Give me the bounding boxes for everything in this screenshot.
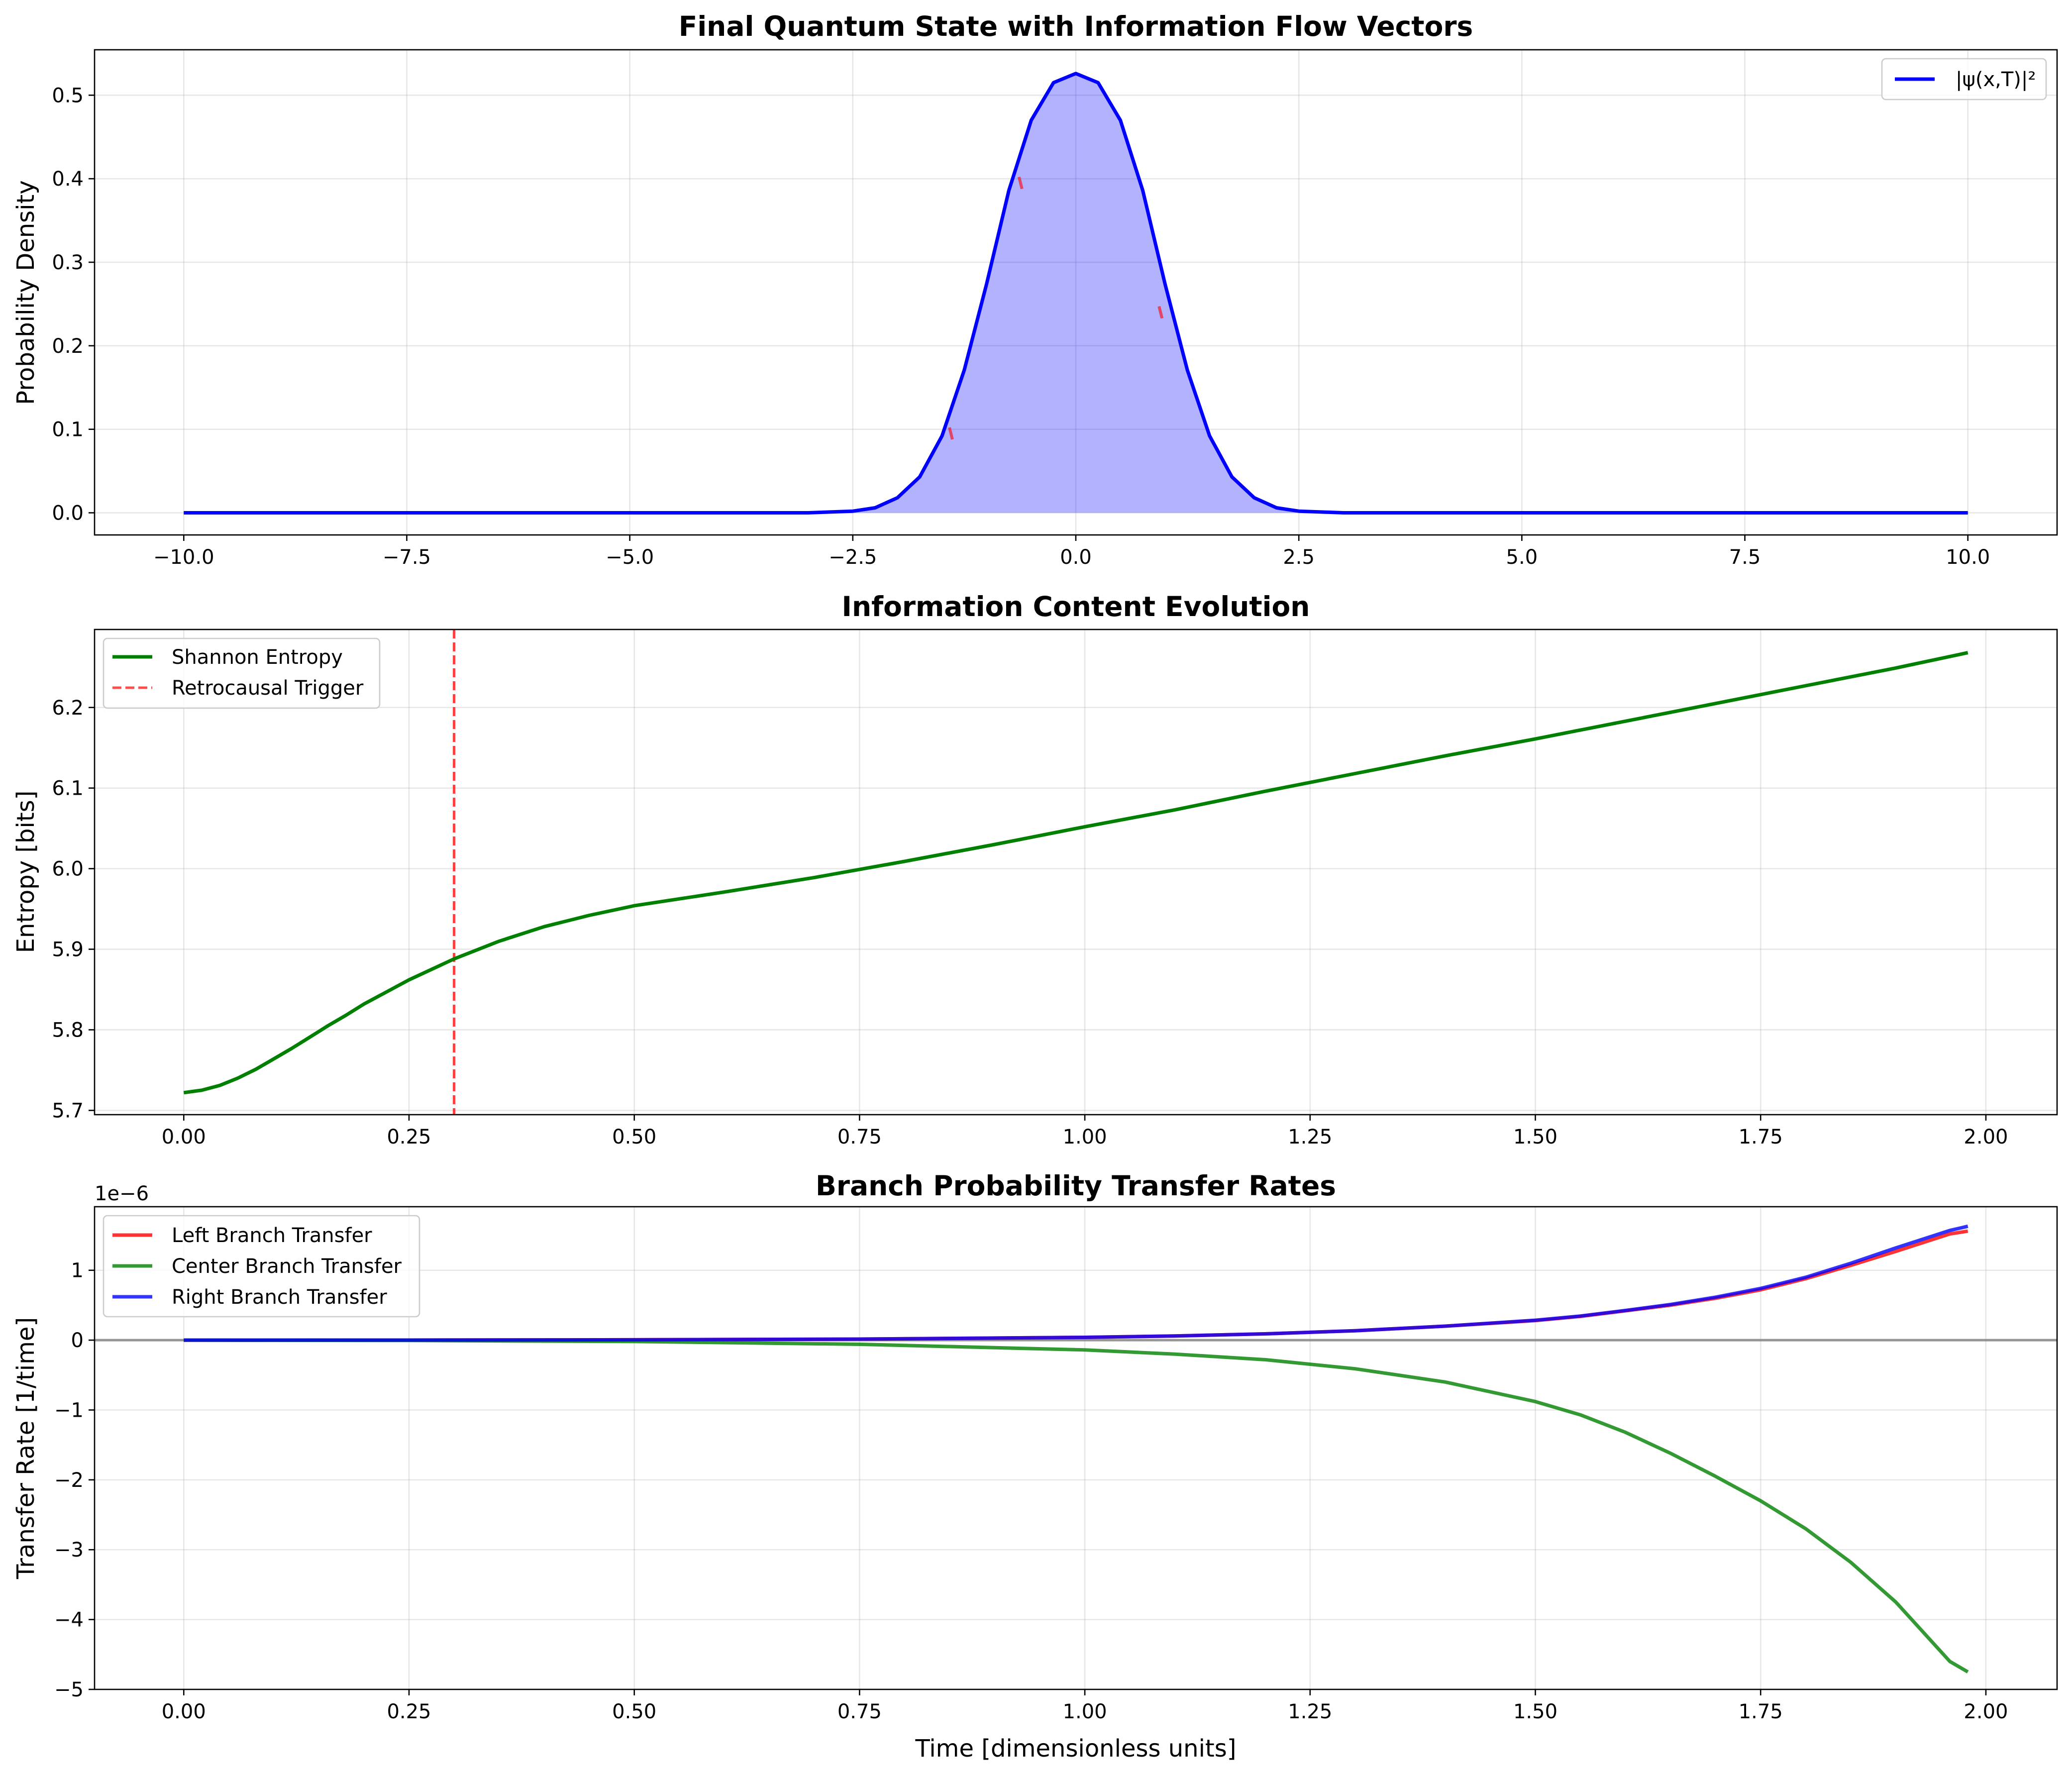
x-tick-label: −10.0 [153, 546, 214, 569]
x-tick-label: 7.5 [1729, 546, 1761, 569]
probability-density-fill [184, 73, 1968, 513]
y-tick-label: 6.1 [52, 777, 84, 800]
legend-label-center-branch: Center Branch Transfer [172, 1255, 402, 1278]
panel-2-legend: Shannon Entropy Retrocausal Trigger [103, 637, 381, 709]
panel-2-ticks: 0.00 0.25 0.50 0.75 1.00 1.25 1.50 1.75 2.00 5.7 5… [52, 697, 2008, 1148]
x-tick-label: 0.00 [162, 1126, 206, 1148]
panel-2-ylabel: Entropy [bits] [12, 791, 40, 953]
x-tick-label: 0.25 [387, 1700, 431, 1723]
y-tick-label: 0.5 [52, 84, 84, 107]
legend-label-psi: |ψ(x,T)|² [1956, 68, 2036, 91]
x-tick-label: 0.0 [1060, 546, 1092, 569]
panel-1-grid [95, 50, 2057, 535]
y-tick-label: 0.1 [52, 418, 84, 441]
y-tick-label: 0 [71, 1329, 84, 1352]
x-tick-label: −7.5 [383, 546, 431, 569]
x-tick-label: 0.75 [837, 1126, 882, 1148]
legend-box [103, 1215, 420, 1318]
x-tick-label: 1.75 [1739, 1700, 1783, 1723]
panel-2-frame [94, 628, 2058, 1116]
x-tick-label: 0.25 [387, 1126, 431, 1148]
panel-3-title: Branch Probability Transfer Rates [816, 1170, 1336, 1202]
center-branch-line [184, 1338, 1969, 1673]
x-tick-label: 1.75 [1739, 1126, 1783, 1148]
panel-2-title: Information Content Evolution [842, 591, 1310, 623]
x-tick-label: 2.5 [1283, 546, 1315, 569]
x-tick-label: 0.00 [162, 1700, 206, 1723]
panel-1-legend: |ψ(x,T)|² [1881, 58, 2047, 101]
panel-entropy: Information Content Evolution 0.00 0.25 0.… [12, 591, 2058, 1148]
legend-label-shannon-entropy: Shannon Entropy [172, 646, 343, 669]
y-tick-label: −2 [54, 1469, 84, 1492]
y-tick-label: −5 [54, 1678, 84, 1701]
panel-1-ticks: −10.0 −7.5 −5.0 −2.5 0.0 2.5 5.0 7.5 10.0 0.0 0.1 0… [52, 84, 1990, 569]
y-tick-label: −4 [54, 1609, 84, 1632]
y-tick-label: 5.9 [52, 939, 84, 961]
panel-3-ylabel: Transfer Rate [1/time] [12, 1317, 40, 1579]
right-branch-line [184, 1224, 1968, 1342]
panel-1-title: Final Quantum State with Information Flo… [679, 10, 1473, 42]
x-tick-label: 1.25 [1288, 1700, 1332, 1723]
y-tick-label: 0.0 [52, 502, 84, 525]
panel-1-plot-area [184, 72, 1968, 515]
panel-3-offset-text: 1e−6 [95, 1182, 149, 1205]
panel-3-plot-area [95, 1224, 2057, 1673]
probability-density-line [184, 72, 1968, 515]
y-tick-label: 5.7 [52, 1099, 84, 1122]
legend-label-left-branch: Left Branch Transfer [172, 1224, 372, 1247]
flow-vector [1017, 176, 1024, 190]
x-tick-label: 1.50 [1513, 1126, 1557, 1148]
y-tick-label: −3 [54, 1539, 84, 1562]
flow-vector [1157, 306, 1164, 319]
x-tick-label: −5.0 [606, 546, 654, 569]
panel-3-ticks: 0.00 0.25 0.50 0.75 1.00 1.25 1.50 1.75 2.00 −5 −4… [54, 1259, 2008, 1723]
panel-1-ylabel: Probability Density [12, 180, 40, 405]
panel-2-plot-area [183, 629, 1968, 1115]
x-tick-label: 2.00 [1964, 1700, 2008, 1723]
panel-3-frame [94, 1206, 2058, 1690]
legend-label-retrocausal-trigger: Retrocausal Trigger [172, 677, 364, 700]
y-tick-label: 0.2 [52, 335, 84, 358]
x-tick-label: 2.00 [1964, 1126, 2008, 1148]
shannon-entropy-line [183, 651, 1968, 1095]
y-tick-label: 6.0 [52, 858, 84, 881]
flow-vector [948, 427, 954, 440]
legend-box [103, 637, 381, 709]
x-tick-label: −2.5 [829, 546, 877, 569]
x-tick-label: 0.50 [612, 1126, 656, 1148]
legend-box [1881, 58, 2047, 101]
y-tick-label: 1 [71, 1259, 84, 1282]
y-tick-label: 0.4 [52, 168, 84, 191]
panel-3-xlabel: Time [dimensionless units] [915, 1735, 1237, 1763]
panel-2-grid [95, 629, 2057, 1115]
x-tick-label: 1.25 [1288, 1126, 1332, 1148]
x-tick-label: 0.50 [612, 1700, 656, 1723]
panel-3-legend: Left Branch Transfer Center Branch Trans… [103, 1215, 420, 1318]
x-tick-label: 10.0 [1946, 546, 1990, 569]
y-tick-label: 0.3 [52, 251, 84, 274]
panel-quantum-state: Final Quantum State with Information Flo… [12, 10, 2058, 569]
panel-transfer-rates: Branch Probability Transfer Rates 1e−6 0… [12, 1170, 2058, 1763]
legend-label-right-branch: Right Branch Transfer [172, 1286, 387, 1309]
y-tick-label: 6.2 [52, 697, 84, 720]
x-tick-label: 0.75 [837, 1700, 882, 1723]
x-tick-label: 1.50 [1513, 1700, 1557, 1723]
y-tick-label: 5.8 [52, 1019, 84, 1042]
x-tick-label: 1.00 [1063, 1700, 1107, 1723]
x-tick-label: 5.0 [1506, 546, 1538, 569]
y-tick-label: −1 [54, 1399, 84, 1422]
x-tick-label: 1.00 [1063, 1126, 1107, 1148]
